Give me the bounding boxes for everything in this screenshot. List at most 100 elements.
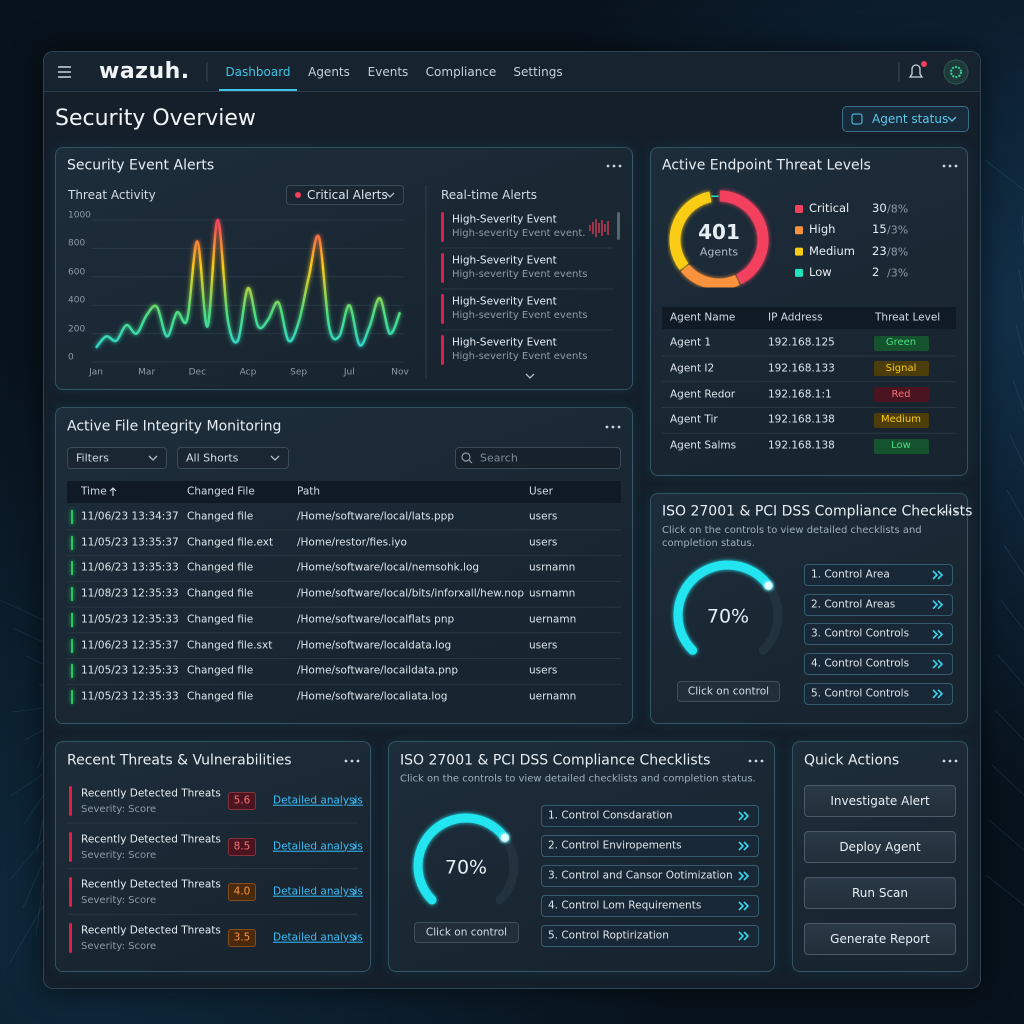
bell-icon	[908, 64, 924, 78]
score-label: 3.5	[233, 931, 251, 944]
nav-tab[interactable]: Dashboard	[225, 64, 291, 79]
agent-status-button[interactable]	[842, 106, 969, 132]
more-icon	[954, 510, 958, 514]
y-tick-label: 400	[68, 295, 86, 306]
more-icon	[954, 164, 958, 168]
table-cell: 11/06/23 13:35:33	[81, 562, 179, 575]
control-item-label[interactable]: 4. Control Controls	[811, 657, 910, 670]
gauge-end-dot	[764, 581, 773, 590]
detail-link[interactable]: Detailed analysis	[273, 794, 363, 807]
network-line	[984, 159, 1024, 191]
alert-detail: High-severity Event events	[452, 269, 588, 280]
search-box[interactable]	[455, 447, 621, 469]
control-item-label[interactable]: 2. Control Enviropements	[548, 839, 682, 852]
table-header-cell[interactable]: Time	[81, 485, 107, 498]
table-cell: 11/05/23 12:35:33	[81, 664, 179, 677]
x-tick-label: Jul	[343, 367, 355, 378]
alert-title[interactable]: High-Severity Event	[452, 254, 557, 267]
control-item[interactable]	[541, 805, 759, 827]
control-item[interactable]	[804, 593, 953, 616]
dropdown-label[interactable]: All Shorts	[186, 451, 239, 465]
control-item-label[interactable]: 5. Control Roptirization	[548, 929, 669, 942]
detail-link[interactable]: Detailed analysis	[273, 931, 363, 944]
table-cell: usrnamn	[529, 587, 576, 600]
control-button-label[interactable]: Click on control	[687, 685, 770, 698]
control-item[interactable]	[804, 564, 953, 586]
threat-badge-label: Signal	[885, 362, 917, 374]
control-button[interactable]	[677, 681, 780, 702]
control-item-label[interactable]: 2. Control Areas	[811, 598, 896, 611]
action-button-label[interactable]: Generate Report	[830, 931, 930, 946]
control-item[interactable]	[804, 623, 953, 646]
control-item[interactable]	[541, 895, 759, 917]
nav-tab[interactable]: Compliance	[425, 64, 497, 79]
control-item[interactable]	[541, 925, 759, 947]
nav-tab[interactable]: Agents	[308, 64, 350, 79]
more-icon	[948, 759, 952, 763]
double-chevron-icon	[743, 871, 750, 881]
status-bar	[71, 638, 73, 653]
action-button[interactable]	[804, 923, 956, 955]
action-button[interactable]	[804, 877, 956, 909]
more-icon	[344, 759, 348, 763]
threat-badge-label: Green	[885, 337, 917, 348]
filter-label[interactable]: Critical Alerts	[307, 187, 388, 202]
table-header	[67, 481, 621, 503]
action-button[interactable]	[804, 785, 956, 817]
nav-tab[interactable]: Events	[367, 64, 409, 79]
nav-tab[interactable]: Settings	[513, 64, 563, 79]
alert-title[interactable]: High-Severity Event	[452, 336, 557, 349]
control-item[interactable]	[804, 653, 953, 676]
threat-subtitle: Severity: Score	[81, 804, 157, 815]
control-item-label[interactable]: 3. Control Controls	[811, 628, 910, 641]
gauge-label: 70%	[444, 856, 488, 879]
status-bar	[71, 612, 73, 627]
brand-logo[interactable]: wazuh.	[99, 58, 190, 84]
control-item-label[interactable]: 1. Control Area	[811, 568, 890, 581]
control-item[interactable]	[541, 865, 759, 887]
control-item-label[interactable]: 5. Control Controls	[811, 687, 910, 700]
table-cell: users	[529, 639, 558, 652]
control-item-label[interactable]: 1. Control Consdaration	[548, 809, 673, 822]
action-button[interactable]	[804, 831, 956, 863]
control-button[interactable]	[414, 922, 519, 943]
dropdown[interactable]	[177, 447, 289, 469]
alert-title[interactable]: High-Severity Event	[452, 213, 557, 226]
filter-dropdown[interactable]	[286, 185, 404, 205]
control-item-label[interactable]: 3. Control and Cansor Ootimization	[548, 869, 733, 882]
control-item[interactable]	[804, 682, 953, 705]
gauge-end-dot	[500, 833, 509, 842]
more-icon	[948, 164, 952, 168]
panel-title: Active File Integrity Monitoring	[67, 418, 282, 435]
action-button-label[interactable]: Run Scan	[852, 885, 908, 900]
donut-segment	[719, 190, 769, 285]
agent-status-label[interactable]: Agent status	[872, 111, 949, 126]
table-cell: 11/05/23 12:35:33	[81, 690, 179, 703]
nav-bar	[44, 52, 980, 92]
table-cell: Changed file	[187, 664, 254, 677]
network-line	[12, 627, 44, 643]
action-button-label[interactable]: Investigate Alert	[830, 793, 930, 808]
detail-link[interactable]: Detailed analysis	[273, 885, 363, 898]
network-line	[1009, 434, 1024, 466]
control-item-label[interactable]: 4. Control Lom Requirements	[548, 899, 702, 912]
panel	[55, 741, 371, 972]
control-button-label[interactable]: Click on control	[425, 926, 508, 939]
detail-link[interactable]: Detailed analysis	[273, 840, 363, 853]
dropdown[interactable]	[67, 447, 167, 469]
alert-title[interactable]: High-Severity Event	[452, 295, 557, 308]
table-header-cell: Threat Level	[875, 311, 941, 324]
more-icon	[748, 759, 752, 763]
active-tab-underline	[219, 89, 297, 91]
more-icon	[611, 425, 615, 429]
action-button-label[interactable]: Deploy Agent	[839, 839, 921, 854]
x-tick-label: Jan	[89, 367, 103, 378]
chevron-icon	[270, 455, 280, 461]
link-chevron	[352, 888, 357, 896]
table-cell: Changed file	[187, 510, 254, 523]
panel-title: ISO 27001 & PCI DSS Compliance Checklist…	[662, 503, 973, 520]
dropdown-label[interactable]: Filters	[76, 451, 109, 465]
double-chevron-icon	[937, 600, 944, 610]
more-icon	[605, 425, 609, 429]
control-item[interactable]	[541, 835, 759, 857]
